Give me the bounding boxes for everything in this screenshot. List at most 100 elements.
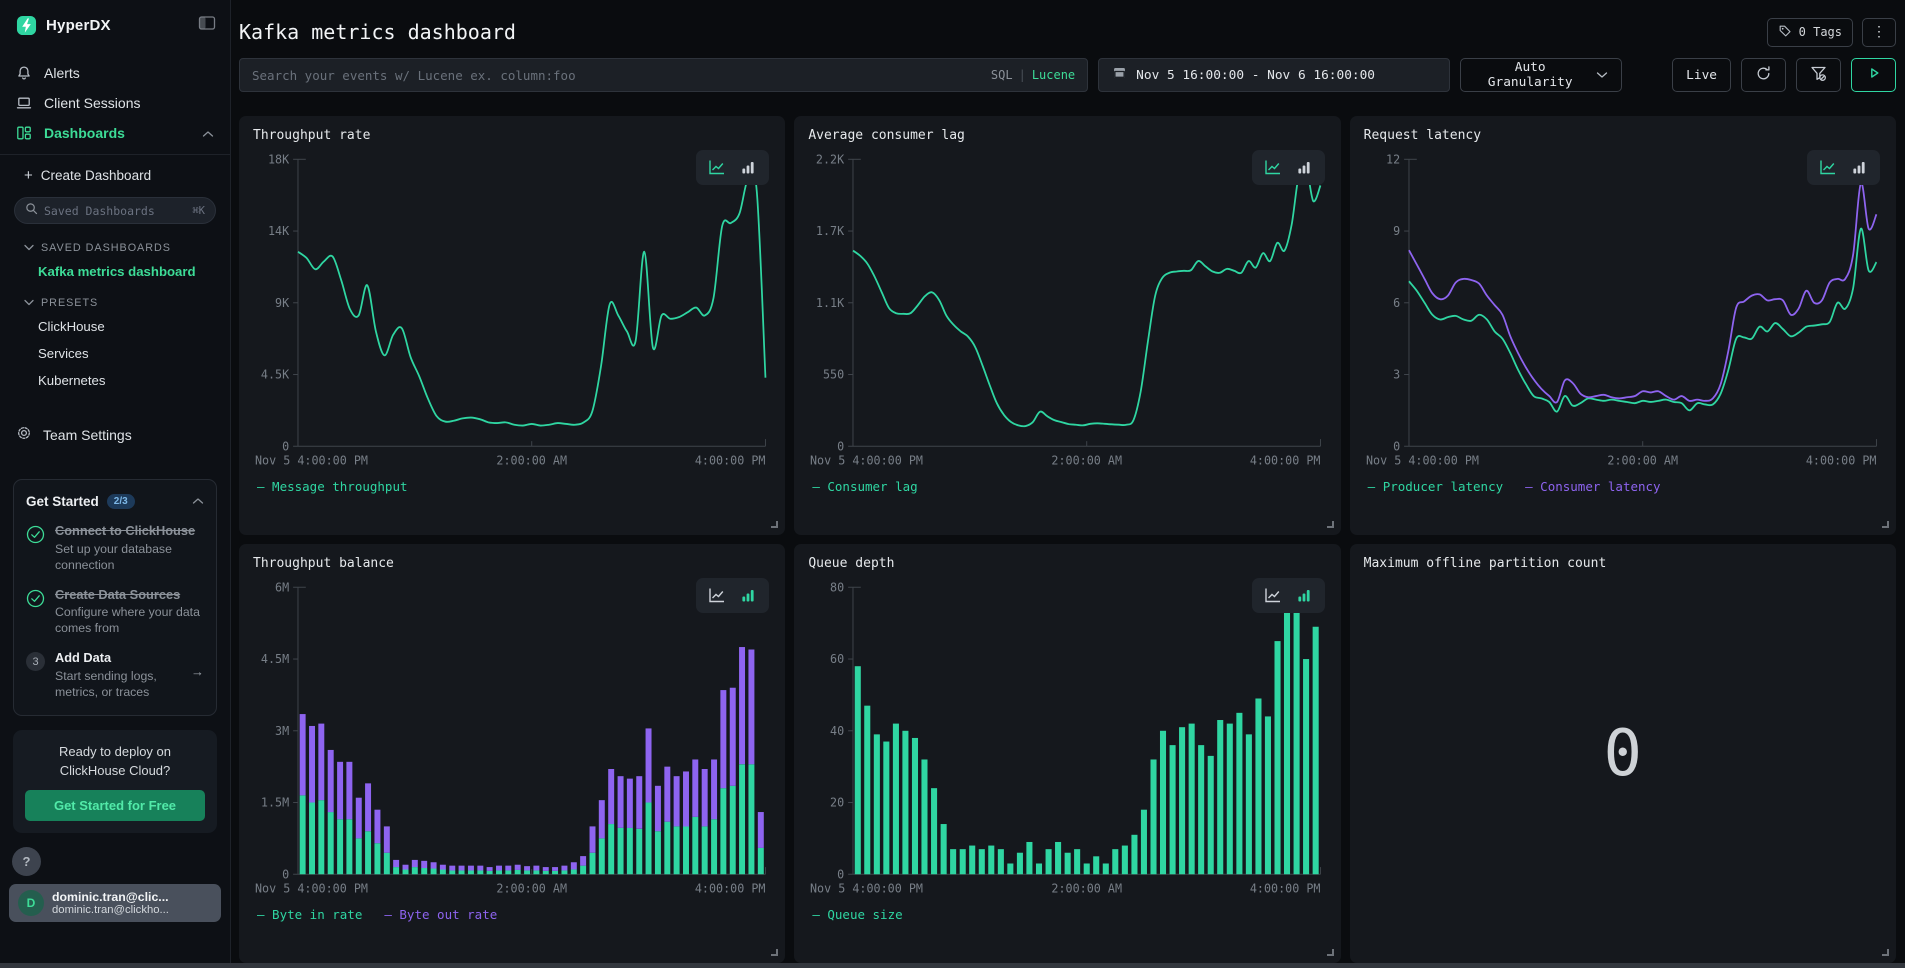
resize-handle[interactable]: [1326, 521, 1334, 528]
sidebar-item-client-sessions[interactable]: Client Sessions: [0, 88, 230, 118]
check-circle-icon: [26, 587, 46, 638]
overflow-menu-button[interactable]: ⋮: [1862, 17, 1896, 47]
sidebar-item-team-settings[interactable]: Team Settings: [0, 416, 230, 453]
gear-icon: [16, 425, 32, 444]
chevron-up-icon[interactable]: [202, 125, 214, 141]
chart-legend: — Producer latency — Consumer latency: [1367, 479, 1661, 494]
sidebar-item-clickhouse[interactable]: ClickHouse: [38, 319, 105, 334]
sidebar-item-alerts[interactable]: Alerts: [0, 58, 230, 88]
svg-text:Nov 5 4:00:00 PM: Nov 5 4:00:00 PM: [810, 453, 923, 467]
svg-text:3: 3: [1393, 367, 1400, 381]
chevron-up-icon[interactable]: [192, 492, 204, 510]
kebab-menu-icon: ⋮: [1872, 24, 1886, 40]
svg-text:1.7K: 1.7K: [816, 224, 845, 238]
run-query-button[interactable]: [1851, 58, 1896, 92]
resize-handle[interactable]: [1881, 521, 1889, 528]
brand-name: HyperDX: [46, 17, 111, 34]
chart-type-toggle: [696, 578, 770, 613]
hyperdx-logo-icon: [16, 15, 37, 36]
live-button[interactable]: Live: [1672, 58, 1731, 92]
line-chart-icon[interactable]: [1819, 159, 1837, 176]
get-started-step-1[interactable]: Connect to ClickHouse Set up your databas…: [26, 523, 204, 574]
logo-row: HyperDX: [0, 0, 230, 48]
chevron-down-icon: [1596, 68, 1608, 83]
query-language-toggle[interactable]: SQL | Lucene: [990, 68, 1076, 82]
page-header: Kafka metrics dashboard 0 Tags ⋮: [239, 17, 1896, 47]
bar-chart-icon[interactable]: [739, 587, 757, 604]
user-name: dominic.tran@clic...: [52, 890, 169, 905]
svg-text:4:00:00 PM: 4:00:00 PM: [1250, 453, 1321, 467]
help-button[interactable]: ?: [12, 847, 41, 877]
saved-dashboards-search-input[interactable]: [44, 203, 187, 218]
resize-handle[interactable]: [1326, 949, 1334, 956]
bar-chart-icon[interactable]: [1295, 587, 1313, 604]
get-started-card: Get Started 2/3 Connect to ClickHouse Set…: [13, 479, 217, 716]
shortcut-hint: ⌘K: [192, 204, 205, 217]
dashboards-icon: [16, 125, 33, 141]
event-search-input[interactable]: [252, 67, 981, 83]
get-started-step-2[interactable]: Create Data Sources Configure where your …: [26, 587, 204, 638]
resize-handle[interactable]: [771, 949, 779, 956]
play-icon: [1866, 65, 1882, 85]
svg-text:2:00:00 AM: 2:00:00 AM: [1052, 881, 1123, 895]
chart-type-toggle: [696, 150, 770, 185]
sidebar-divider: [0, 154, 230, 155]
svg-text:4:00:00 PM: 4:00:00 PM: [695, 881, 766, 895]
chevron-down-icon: [24, 297, 34, 309]
step-desc: Start sending logs, metrics, or traces: [55, 668, 157, 699]
panel-average-consumer-lag: Average consumer lag 2.2K 1.7K 1.1K 550 0 Nov…: [794, 116, 1341, 535]
promo-text-line2: ClickHouse Cloud?: [59, 762, 171, 778]
saved-dashboards-search[interactable]: ⌘K: [14, 197, 216, 224]
svg-text:9: 9: [1393, 224, 1400, 238]
create-dashboard-button[interactable]: + Create Dashboard: [0, 155, 230, 193]
panel-throughput-balance: Throughput balance 6M 4.5M 3M 1.5M 0 Nov 5 4:…: [239, 544, 786, 963]
refresh-button[interactable]: [1741, 58, 1786, 92]
line-chart-icon[interactable]: [1264, 587, 1282, 604]
bar-chart-icon[interactable]: [1295, 159, 1313, 176]
line-chart-icon[interactable]: [708, 587, 726, 604]
sidebar-item-label: Alerts: [44, 65, 80, 81]
svg-text:4.5M: 4.5M: [261, 652, 289, 666]
svg-text:Nov 5 4:00:00 PM: Nov 5 4:00:00 PM: [255, 453, 368, 467]
step-number-icon: 3: [26, 650, 46, 701]
dashboard-grid: Throughput rate 18K 14K 9K 4.5K 0 Nov 5 4:00:…: [239, 116, 1896, 963]
granularity-select[interactable]: Auto Granularity: [1460, 58, 1623, 92]
clickhouse-cloud-promo: Ready to deploy on ClickHouse Cloud? Get…: [13, 729, 217, 834]
search-icon: [25, 202, 38, 220]
bar-chart-icon[interactable]: [1850, 159, 1868, 176]
date-range-picker[interactable]: Nov 5 16:00:00 - Nov 6 16:00:00: [1098, 58, 1451, 92]
sidebar-item-kafka-dashboard[interactable]: Kafka metrics dashboard: [38, 264, 196, 279]
arrow-right-icon: →: [191, 664, 204, 680]
chart-legend: — Queue size: [812, 907, 903, 922]
get-started-free-button[interactable]: Get Started for Free: [25, 790, 205, 822]
bar-chart-icon[interactable]: [739, 159, 757, 176]
chart-type-toggle: [1251, 150, 1325, 185]
sidebar-item-dashboards[interactable]: Dashboards: [0, 118, 230, 148]
chart-type-toggle: [1806, 150, 1880, 185]
panel-title: Request latency: [1363, 128, 1482, 143]
tags-button[interactable]: 0 Tags: [1766, 17, 1853, 47]
step-title: Create Data Sources: [55, 586, 181, 602]
sidebar: HyperDX Alerts Client Sessions Dashboard…: [0, 0, 231, 968]
resize-handle[interactable]: [771, 521, 779, 528]
presets-section-header[interactable]: PRESETS: [0, 285, 230, 313]
filter-button[interactable]: [1796, 58, 1841, 92]
step-desc: Configure where your data comes from: [55, 605, 200, 636]
line-chart-icon[interactable]: [708, 159, 726, 176]
resize-handle[interactable]: [1881, 949, 1889, 956]
get-started-step-3[interactable]: 3 Add Data Start sending logs, metrics, o…: [26, 650, 204, 701]
sidebar-item-services[interactable]: Services: [38, 346, 89, 361]
svg-text:9K: 9K: [275, 296, 290, 310]
sql-toggle[interactable]: SQL: [990, 68, 1013, 82]
horizontal-scrollbar[interactable]: [0, 963, 1905, 968]
saved-dashboards-section-header[interactable]: SAVED DASHBOARDS: [0, 230, 230, 258]
sidebar-collapse-icon[interactable]: [198, 15, 216, 36]
svg-text:14K: 14K: [268, 224, 290, 238]
line-chart-icon[interactable]: [1264, 159, 1282, 176]
sidebar-item-kubernetes[interactable]: Kubernetes: [38, 373, 106, 388]
event-search: SQL|Lucene: [239, 58, 1089, 92]
lucene-toggle[interactable]: Lucene: [1031, 68, 1076, 82]
user-menu[interactable]: D dominic.tran@clic... dominic.tran@clic…: [9, 884, 221, 923]
